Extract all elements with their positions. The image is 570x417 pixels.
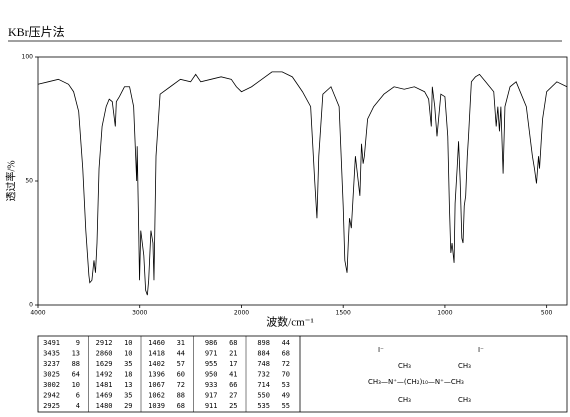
table-cell: 35 xyxy=(124,360,132,368)
table-cell: 1402 xyxy=(148,360,165,368)
structure-text: I⁻ xyxy=(478,346,484,354)
table-cell: 1480 xyxy=(96,402,113,410)
table-cell: 1396 xyxy=(148,371,165,379)
table-cell: 1460 xyxy=(148,339,165,347)
table-cell: 3435 xyxy=(43,350,60,358)
table-cell: 2912 xyxy=(96,339,113,347)
table-cell: 884 xyxy=(257,350,270,358)
table-cell: 3237 xyxy=(43,360,60,368)
table-cell: 933 xyxy=(205,381,218,389)
table-cell: 4 xyxy=(76,402,80,410)
table-cell: 9 xyxy=(76,339,80,347)
table-cell: 1481 xyxy=(96,381,113,389)
table-cell: 550 xyxy=(257,392,270,400)
table-cell: 57 xyxy=(177,360,185,368)
table-cell: 49 xyxy=(282,392,290,400)
structure-text: CH₃ xyxy=(398,362,411,370)
table-cell: 60 xyxy=(177,371,185,379)
table-cell: 72 xyxy=(177,381,185,389)
table-cell: 17 xyxy=(229,360,237,368)
table-cell: 917 xyxy=(205,392,218,400)
y-tick-label: 50 xyxy=(25,178,33,185)
y-axis-label: 透过率/% xyxy=(4,160,17,201)
table-cell: 1062 xyxy=(148,392,165,400)
x-tick-label: 1000 xyxy=(437,310,452,317)
table-cell: 1039 xyxy=(148,402,165,410)
table-cell: 53 xyxy=(282,381,290,389)
table-cell: 27 xyxy=(229,392,237,400)
x-tick-label: 3000 xyxy=(132,310,147,317)
table-cell: 1067 xyxy=(148,381,165,389)
table-cell: 29 xyxy=(124,402,132,410)
structure-text: CH₃ xyxy=(398,396,411,404)
table-cell: 911 xyxy=(205,402,218,410)
table-cell: 21 xyxy=(229,350,237,358)
table-cell: 748 xyxy=(257,360,270,368)
table-cell: 1469 xyxy=(96,392,113,400)
table-cell: 1492 xyxy=(96,371,113,379)
table-cell: 13 xyxy=(72,350,80,358)
table-cell: 68 xyxy=(282,350,290,358)
table-cell: 971 xyxy=(205,350,218,358)
table-cell: 3002 xyxy=(43,381,60,389)
table-cell: 1629 xyxy=(96,360,113,368)
table-frame xyxy=(37,335,568,413)
table-cell: 68 xyxy=(177,402,185,410)
table-cell: 1418 xyxy=(148,350,165,358)
table-cell: 88 xyxy=(72,360,80,368)
x-tick-label: 4000 xyxy=(30,310,45,317)
table-cell: 18 xyxy=(124,371,132,379)
table-cell: 41 xyxy=(229,371,237,379)
table-cell: 70 xyxy=(282,371,290,379)
table-cell: 72 xyxy=(282,360,290,368)
table-cell: 732 xyxy=(257,371,270,379)
table-cell: 986 xyxy=(205,339,218,347)
spectrum-line xyxy=(37,71,568,296)
y-tick-label: 100 xyxy=(22,54,34,61)
chart-title: KBr压片法 xyxy=(8,25,65,39)
x-tick-label: 2000 xyxy=(234,310,249,317)
table-cell: 535 xyxy=(257,402,270,410)
table-cell: 714 xyxy=(257,381,270,389)
table-cell: 10 xyxy=(124,339,132,347)
table-cell: 898 xyxy=(257,339,270,347)
structure-text: CH₃ xyxy=(458,396,471,404)
table-cell: 10 xyxy=(124,350,132,358)
table-cell: 35 xyxy=(124,392,132,400)
table-cell: 68 xyxy=(229,339,237,347)
structure-text: CH₃ xyxy=(458,362,471,370)
table-cell: 6 xyxy=(76,392,80,400)
y-tick-label: 0 xyxy=(29,302,33,309)
table-cell: 3025 xyxy=(43,371,60,379)
table-cell: 31 xyxy=(177,339,185,347)
table-cell: 25 xyxy=(229,402,237,410)
x-tick-label: 500 xyxy=(541,310,553,317)
table-cell: 3491 xyxy=(43,339,60,347)
table-cell: 2925 xyxy=(43,402,60,410)
plot-frame xyxy=(37,56,568,306)
table-cell: 955 xyxy=(205,360,218,368)
table-cell: 950 xyxy=(205,371,218,379)
table-cell: 55 xyxy=(282,402,290,410)
table-cell: 88 xyxy=(177,392,185,400)
table-cell: 44 xyxy=(177,350,185,358)
structure-text: I⁻ xyxy=(378,346,384,354)
structure-text: CH₃—N⁺—(CH₂)₁₀—N⁺—CH₃ xyxy=(368,378,464,386)
table-cell: 13 xyxy=(124,381,132,389)
table-cell: 66 xyxy=(229,381,237,389)
table-cell: 2860 xyxy=(96,350,113,358)
table-cell: 2942 xyxy=(43,392,60,400)
table-cell: 10 xyxy=(72,381,80,389)
table-cell: 44 xyxy=(282,339,290,347)
x-tick-label: 1500 xyxy=(336,310,351,317)
table-cell: 64 xyxy=(72,371,80,379)
x-axis-label: 波数/cm⁻¹ xyxy=(266,316,314,329)
